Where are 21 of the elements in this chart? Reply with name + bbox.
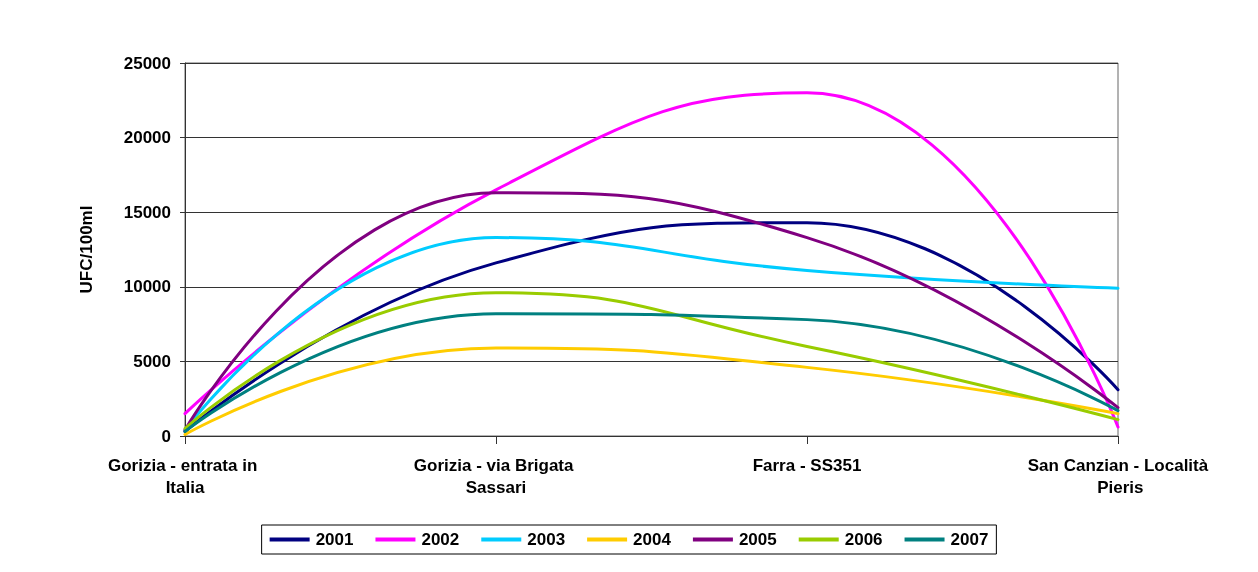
y-tick-label: 5000 [133, 351, 171, 371]
legend-label: 2002 [421, 530, 460, 549]
x-tick-label: Gorizia - entrata in Italia [108, 455, 262, 497]
x-tick-label: Gorizia - via Brigata Sassari [413, 455, 579, 497]
legend-label: 2006 [844, 530, 883, 549]
y-tick-label: 20000 [123, 128, 171, 148]
line-series [183, 291, 1120, 431]
y-tick-label: 25000 [123, 53, 171, 73]
y-tick-label: 0 [161, 426, 171, 446]
legend-label: 2004 [633, 530, 672, 549]
line-series [183, 346, 1120, 437]
legend-label: 2001 [315, 530, 354, 549]
legend-label: 2005 [738, 530, 777, 549]
x-tick-label: Farra - SS351 [752, 455, 862, 475]
y-axis-title: UFC/100ml [77, 205, 96, 294]
x-tick-label: San Canzian - Località Pieris [1027, 455, 1209, 497]
y-tick-label: 10000 [123, 277, 171, 297]
line-series [183, 312, 1120, 434]
legend-label: 2003 [527, 530, 566, 549]
y-tick-label: 15000 [123, 202, 171, 222]
legend-label: 2007 [950, 530, 989, 549]
